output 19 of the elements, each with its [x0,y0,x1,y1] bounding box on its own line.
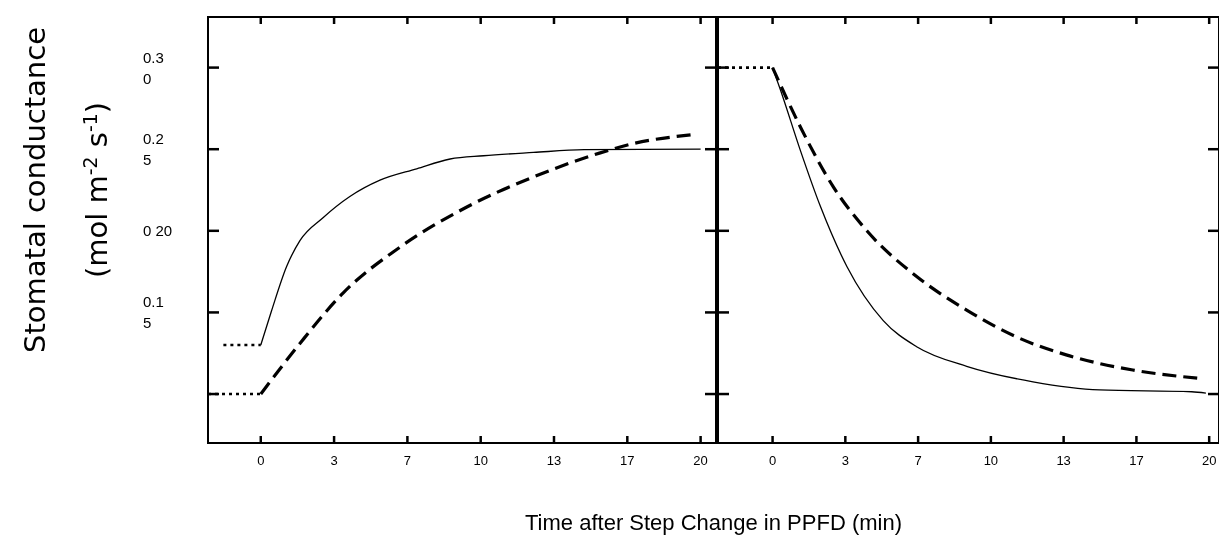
x-tick-label: 7 [914,453,922,468]
x-tick-label: 13 [546,453,562,468]
y-tick-label: 0.15 [143,293,164,332]
y-tick-label: 0.25 [143,130,164,169]
x-tick-label: 7 [403,453,412,468]
x-tick-label: 17 [620,453,635,468]
y-tick-label: 0 20 [143,221,173,239]
y-tick-label: 0.30 [143,48,164,87]
x-axis-title: Time after Step Change in PPFD (min) [525,510,902,535]
x-tick-label: 0 [768,453,777,468]
x-tick-label: 10 [473,453,488,468]
x-tick-label: 3 [841,453,849,468]
x-tick-label: 10 [983,453,999,468]
x-tick-label: 20 [693,453,708,468]
x-tick-label: 20 [1201,453,1217,468]
x-tick-label: 0 [257,453,265,468]
x-tick-label: 3 [330,453,338,468]
x-tick-label: 13 [1056,453,1071,468]
x-tick-label: 17 [1129,453,1144,468]
